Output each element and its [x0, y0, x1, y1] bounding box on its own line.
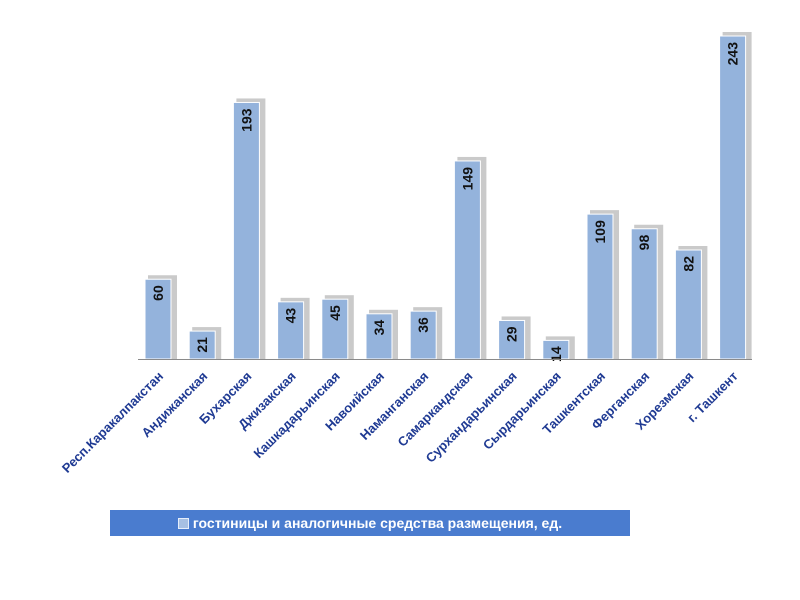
value-labels-layer: 60 21 193 43 45 34 36 149 29 14 109 98 82 243 [150, 42, 741, 362]
bar-value-label: 45 [327, 305, 343, 321]
bar [409, 310, 437, 360]
bar-value-label: 14 [548, 346, 564, 362]
legend-label: гостиницы и аналогичные средства размеще… [192, 515, 563, 531]
bar-value-label: 193 [238, 108, 254, 132]
bars-layer [144, 32, 752, 360]
bar [232, 101, 260, 360]
bar-value-label: 34 [371, 320, 387, 336]
legend-swatch [177, 517, 189, 529]
bar-value-label: 149 [459, 167, 475, 191]
bar [453, 160, 481, 360]
bar-value-label: 82 [680, 256, 696, 272]
category-label: Сырдарьинская [480, 369, 564, 453]
bar [144, 278, 172, 360]
bar-value-label: 43 [283, 308, 299, 324]
bar-value-label: 98 [636, 235, 652, 251]
bar-value-label: 21 [194, 337, 210, 353]
bar [498, 319, 526, 360]
bar [719, 35, 747, 360]
bar [586, 213, 614, 360]
bar [630, 228, 658, 360]
bar [277, 301, 305, 360]
category-labels-layer: Респ.КаракалпакстанАндижанскаяБухарскаяД… [59, 369, 741, 476]
bar-value-label: 36 [415, 317, 431, 333]
legend: гостиницы и аналогичные средства размеще… [110, 510, 630, 536]
bar [188, 330, 216, 360]
bar-value-label: 60 [150, 285, 166, 301]
bar-value-label: 29 [504, 326, 520, 342]
bar [365, 313, 393, 360]
bar-value-label: 243 [725, 42, 741, 66]
bar-value-label: 109 [592, 220, 608, 244]
category-label: Самаркандская [394, 369, 475, 450]
bar [674, 249, 702, 360]
